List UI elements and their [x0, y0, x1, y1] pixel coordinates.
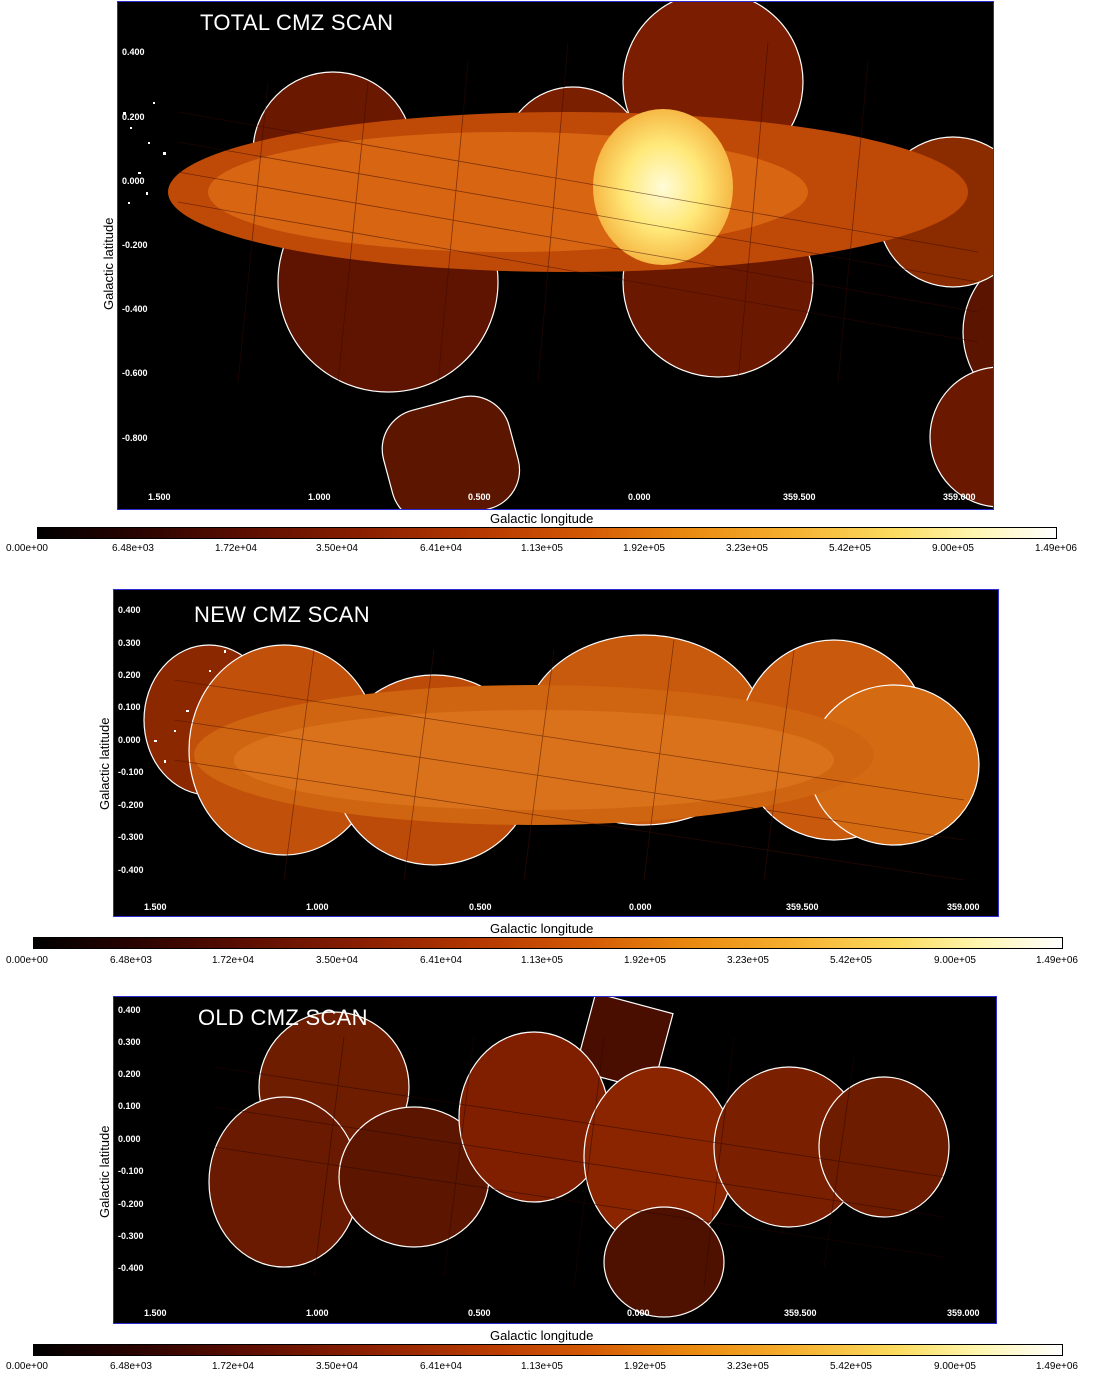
colorbar-label: 1.72e+04	[212, 955, 254, 966]
y-tick-label: 0.200	[118, 670, 141, 680]
x-tick-label: 0.000	[629, 902, 652, 912]
colorbar-label: 0.00e+00	[6, 1361, 48, 1372]
x-tick-label: 359.000	[947, 1308, 980, 1318]
colorbar-label: 5.42e+05	[830, 955, 872, 966]
y-tick-label: 0.100	[118, 1101, 141, 1111]
new-scan-image	[143, 634, 980, 881]
colorbar-label: 5.42e+05	[830, 1361, 872, 1372]
x-axis-label: Galactic longitude	[490, 511, 594, 526]
y-tick-label: -0.100	[118, 767, 144, 777]
colorbar-label: 6.41e+04	[420, 1361, 462, 1372]
colorbar-label: 3.50e+04	[316, 543, 358, 554]
colorbar	[33, 1344, 1063, 1356]
colorbar-label: 0.00e+00	[6, 955, 48, 966]
colorbar-label: 1.13e+05	[521, 955, 563, 966]
panel-title: TOTAL CMZ SCAN	[200, 10, 394, 35]
colorbar-label: 6.48e+03	[110, 1361, 152, 1372]
y-tick-label: -0.300	[118, 832, 144, 842]
x-tick-label: 359.500	[784, 1308, 817, 1318]
colorbar-label: 1.72e+04	[215, 543, 257, 554]
x-tick-label: 1.500	[144, 1308, 167, 1318]
y-tick-label: 0.200	[118, 1069, 141, 1079]
x-tick-label: 1.000	[306, 902, 329, 912]
y-axis-label: Galactic latitude	[97, 1125, 112, 1219]
colorbar-label: 1.49e+06	[1035, 543, 1077, 554]
total-scan-panel: TOTAL CMZ SCAN 0.400 0.200 0.000 -0.200 …	[117, 1, 994, 510]
x-tick-label: 1.500	[144, 902, 167, 912]
old-scan-panel: OLD CMZ SCAN 0.400 0.300 0.200 0.100 0.0…	[113, 996, 997, 1324]
x-tick-label: 359.500	[786, 902, 819, 912]
y-tick-label: 0.100	[118, 702, 141, 712]
total-scan-image	[123, 2, 993, 509]
colorbar-label: 9.00e+05	[934, 1361, 976, 1372]
y-axis-label: Galactic latitude	[101, 217, 116, 311]
colorbar-label: 1.72e+04	[212, 1361, 254, 1372]
colorbar	[37, 527, 1057, 539]
colorbar-label: 3.23e+05	[727, 1361, 769, 1372]
y-tick-label: -0.400	[122, 304, 148, 314]
y-tick-label: 0.000	[118, 735, 141, 745]
x-tick-label: 359.500	[783, 492, 816, 502]
x-tick-label: 0.000	[628, 492, 651, 502]
colorbar-label: 1.92e+05	[624, 1361, 666, 1372]
y-tick-label: -0.400	[118, 865, 144, 875]
colorbar-label: 1.49e+06	[1036, 955, 1078, 966]
y-tick-label: 0.300	[118, 638, 141, 648]
y-tick-label: 0.200	[122, 112, 145, 122]
colorbar-label: 1.92e+05	[623, 543, 665, 554]
colorbar-label: 3.23e+05	[727, 955, 769, 966]
colorbar-label: 1.92e+05	[624, 955, 666, 966]
y-tick-label: -0.100	[118, 1166, 144, 1176]
x-tick-label: 359.000	[947, 902, 980, 912]
x-tick-label: 0.500	[468, 492, 491, 502]
colorbar-label: 9.00e+05	[932, 543, 974, 554]
x-tick-label: 0.500	[468, 1308, 491, 1318]
colorbar-label: 5.42e+05	[829, 543, 871, 554]
colorbar-label: 3.50e+04	[316, 1361, 358, 1372]
y-tick-label: 0.400	[118, 1005, 141, 1015]
colorbar-label: 1.13e+05	[521, 1361, 563, 1372]
y-tick-label: -0.300	[118, 1231, 144, 1241]
x-axis-label: Galactic longitude	[490, 921, 594, 936]
panel-title: OLD CMZ SCAN	[198, 1005, 368, 1030]
y-tick-label: -0.400	[118, 1263, 144, 1273]
y-tick-label: -0.200	[118, 1199, 144, 1209]
colorbar-label: 0.00e+00	[6, 543, 48, 554]
new-scan-panel: NEW CMZ SCAN 0.400 0.300 0.200 0.100 0.0…	[113, 589, 999, 917]
colorbar-label: 3.50e+04	[316, 955, 358, 966]
y-tick-label: 0.400	[118, 605, 141, 615]
y-tick-label: -0.200	[122, 240, 148, 250]
y-tick-label: 0.400	[122, 47, 145, 57]
colorbar-label: 1.13e+05	[521, 543, 563, 554]
y-tick-label: -0.800	[122, 433, 148, 443]
colorbar-label: 6.48e+03	[112, 543, 154, 554]
x-tick-label: 0.500	[469, 902, 492, 912]
y-tick-label: 0.300	[118, 1037, 141, 1047]
colorbar-label: 9.00e+05	[934, 955, 976, 966]
x-tick-label: 359.000	[943, 492, 976, 502]
colorbar-label: 6.41e+04	[420, 955, 462, 966]
y-axis-label: Galactic latitude	[97, 717, 112, 811]
x-tick-label: 0.000	[627, 1308, 650, 1318]
y-tick-label: 0.000	[118, 1134, 141, 1144]
colorbar-label: 3.23e+05	[726, 543, 768, 554]
y-tick-label: 0.000	[122, 176, 145, 186]
y-tick-label: -0.600	[122, 368, 148, 378]
x-axis-label: Galactic longitude	[490, 1328, 594, 1343]
colorbar-label: 1.49e+06	[1036, 1361, 1078, 1372]
panel-title: NEW CMZ SCAN	[194, 602, 370, 627]
x-tick-label: 1.000	[306, 1308, 329, 1318]
x-tick-label: 1.000	[308, 492, 331, 502]
colorbar	[33, 937, 1063, 949]
old-scan-image	[208, 997, 950, 1318]
colorbar-label: 6.48e+03	[110, 955, 152, 966]
x-tick-label: 1.500	[148, 492, 171, 502]
colorbar-label: 6.41e+04	[420, 543, 462, 554]
y-tick-label: -0.200	[118, 800, 144, 810]
